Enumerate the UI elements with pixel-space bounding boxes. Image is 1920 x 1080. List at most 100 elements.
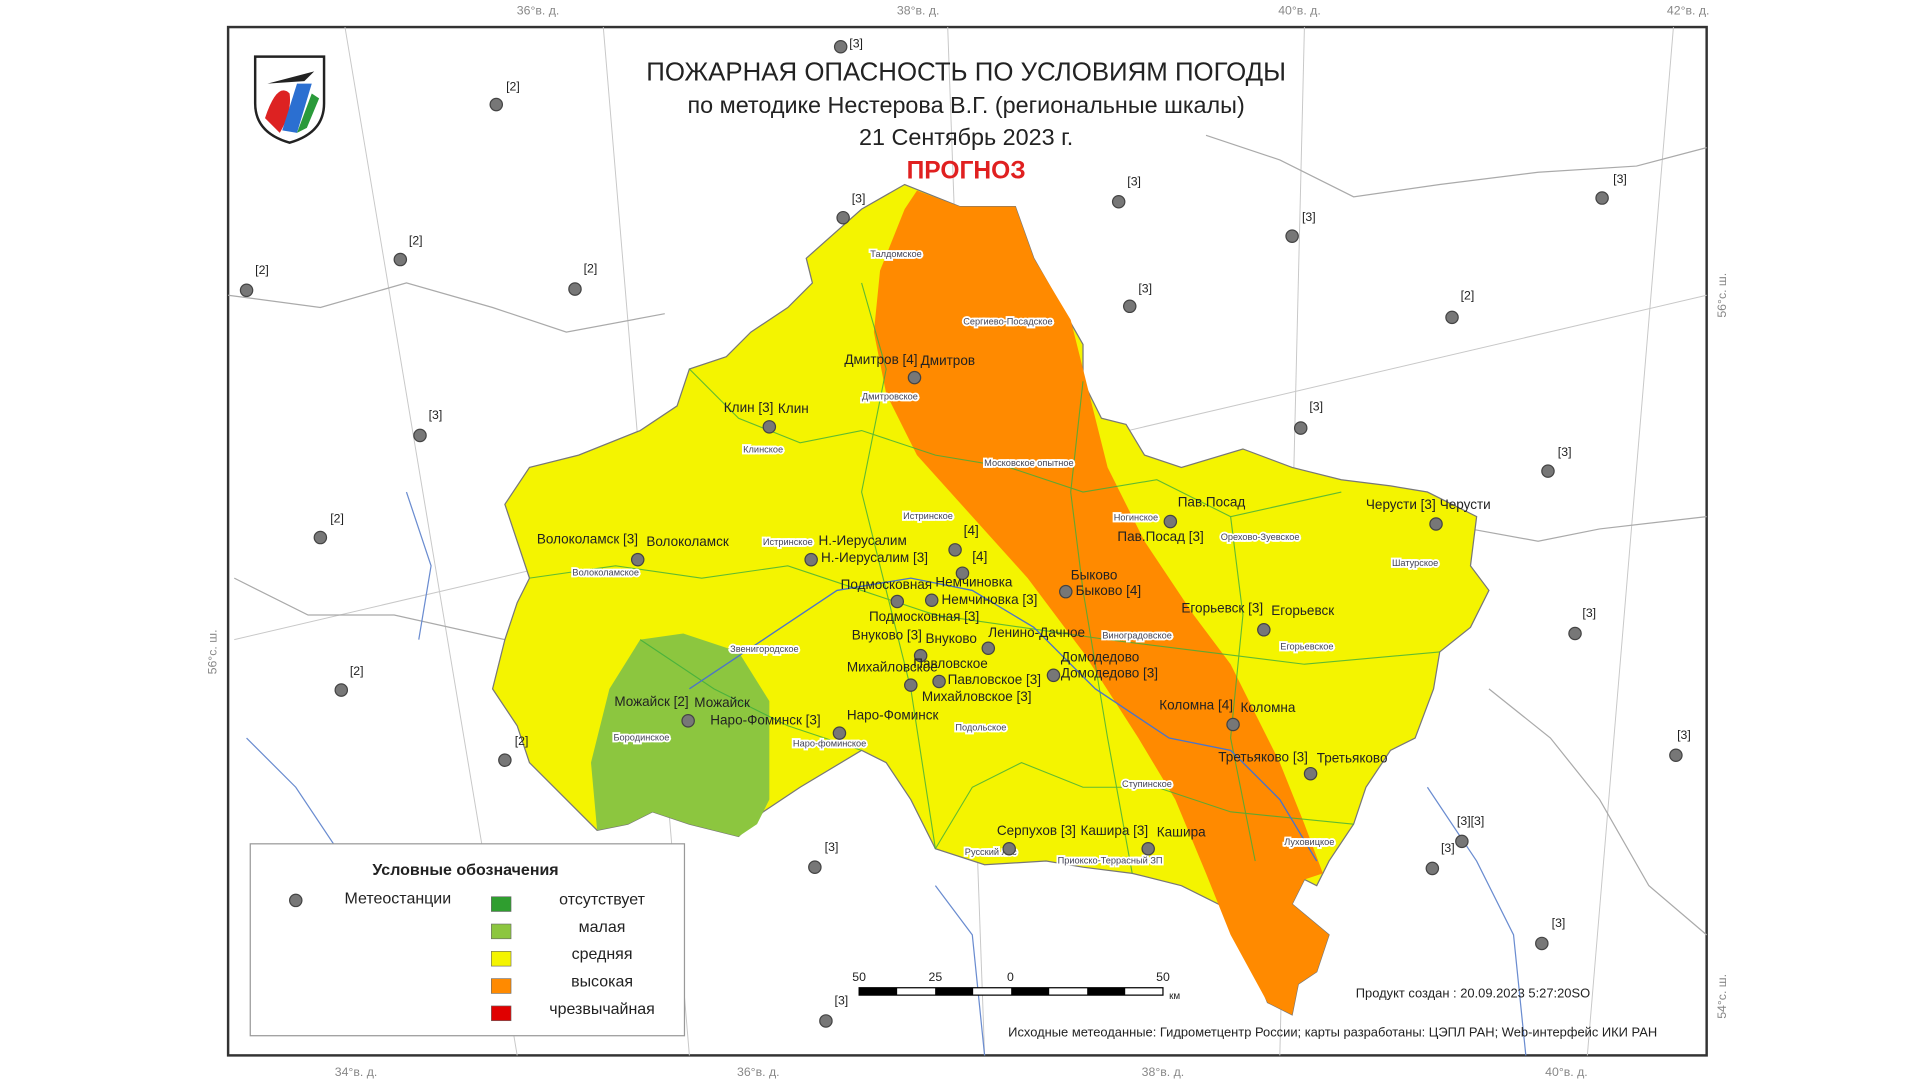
district-label: Клинское <box>743 445 783 455</box>
station-dot <box>1303 766 1318 781</box>
district-label: Шатурское <box>1392 558 1438 568</box>
station-label: Павловское [3] <box>948 672 1041 687</box>
district-label: Наро-фоминское <box>793 739 866 749</box>
station-label: Кашира <box>1157 824 1206 839</box>
scale-label: 50 <box>1156 970 1170 984</box>
district-label: Орехово-Зуевское <box>1221 532 1300 542</box>
station-dot <box>1568 626 1582 641</box>
created: Продукт создан : 20.09.2023 5:27:20SO <box>1356 985 1590 1000</box>
district-label: Звенигородское <box>730 644 798 654</box>
subtitle: по методике Нестерова В.Г. (региональные… <box>688 92 1245 118</box>
station-label: Михайловское <box>847 660 938 675</box>
station-label: Черусти <box>1440 497 1491 512</box>
station-label: [4] <box>972 549 987 564</box>
outer-rating: [2] <box>409 233 423 247</box>
outer-rating: [3] <box>825 840 839 854</box>
station-dot <box>762 420 777 434</box>
station-dot <box>498 753 512 767</box>
station-dot <box>1669 748 1683 763</box>
legend-station-dot <box>288 893 303 908</box>
station-dot <box>1163 514 1178 529</box>
legend-swatch <box>491 923 512 940</box>
station-dot <box>630 552 645 567</box>
district-label: Истринское <box>903 511 953 521</box>
district-label: Приокско-Террасный ЗП <box>1058 855 1163 865</box>
logo <box>253 55 326 144</box>
station-dot <box>833 39 848 54</box>
station-dot <box>890 594 905 609</box>
station-dot <box>832 726 847 740</box>
station-label: [4] <box>964 523 979 538</box>
station-label: Внуково <box>926 631 977 646</box>
station-label: Кашира [3] <box>1081 823 1149 838</box>
outer-rating: [3] <box>1677 728 1691 742</box>
map-labels: Талдомское Сергиево-Посадское Дмитровское К… <box>206 3 1729 1079</box>
scale-bar-segment <box>935 987 974 996</box>
outer-rating: [3] <box>1309 399 1323 413</box>
outer-rating: [3] <box>1552 916 1566 930</box>
scale-bar-segment <box>859 987 898 996</box>
station-dot <box>413 428 427 443</box>
legend-label: отсутствует <box>559 892 645 909</box>
station-label: Волоколамск <box>646 534 729 549</box>
legend-box <box>249 843 686 1037</box>
station-label: Клин [3] <box>724 400 774 415</box>
station-label: Клин <box>778 401 809 416</box>
station-dot <box>1541 464 1555 478</box>
coord-label: 34°в. д. <box>335 1065 378 1079</box>
station-dot <box>836 210 850 225</box>
station-dot <box>239 283 254 298</box>
station-label: Дмитров <box>921 353 975 368</box>
outer-rating: [3] <box>849 37 863 51</box>
coord-label: 38°в. д. <box>1142 1065 1185 1079</box>
scale-label: 25 <box>929 970 943 984</box>
date: 21 Сентябрь 2023 г. <box>859 124 1073 150</box>
station-dot <box>1059 584 1073 599</box>
outer-rating: [2] <box>330 511 344 525</box>
outer-rating: [2] <box>1461 289 1475 303</box>
admin-borders <box>228 134 1708 936</box>
district-label: Ногинское <box>1114 512 1158 522</box>
station-dot <box>1046 668 1061 683</box>
outer-rating: [3] <box>1138 281 1152 295</box>
station-dot <box>1293 421 1308 435</box>
district-label: Истринское <box>763 537 813 547</box>
legend-swatch <box>491 978 512 994</box>
legend-swatch <box>491 951 512 967</box>
legend: Условные обозначения Метеостанции отсутс… <box>249 843 686 1037</box>
station-label: Н.-Иерусалим [3] <box>821 550 928 565</box>
station-dot <box>1535 936 1549 951</box>
station-dot <box>819 1014 833 1028</box>
region-high <box>873 190 1330 1015</box>
station-label: Быково <box>1071 567 1118 582</box>
legend-title: Условные обозначения <box>372 862 558 879</box>
station-dot <box>1122 299 1137 314</box>
station-label: Коломна [4] <box>1159 698 1233 713</box>
legend-items: отсутствует малая средняя высокая чрезвычайн… <box>491 892 655 1022</box>
station-label: Подмосковная [3] <box>869 609 979 624</box>
station-dot <box>1445 310 1459 325</box>
legend-swatch <box>491 896 512 912</box>
station-label: Пав.Посад <box>1178 495 1246 510</box>
station-dot <box>1455 834 1469 849</box>
district-label: Дмитровское <box>862 392 918 402</box>
outer-rating: [3] <box>1558 445 1572 459</box>
district-label: Бородинское <box>613 732 669 742</box>
station-label: Михайловское [3] <box>922 689 1032 704</box>
forecast: ПРОГНОЗ <box>907 158 1026 185</box>
station-dot <box>1002 841 1016 856</box>
station-dot <box>1111 194 1126 209</box>
region-low <box>590 633 770 837</box>
district-label: Подольское <box>955 723 1006 733</box>
district-label: Сергиево-Посадское <box>963 317 1052 327</box>
station-dot <box>313 530 328 545</box>
station-label: Третьяково [3] <box>1218 749 1308 764</box>
legend-station: Метеостанции <box>345 890 452 907</box>
coord-label: 36°в. д. <box>517 3 560 17</box>
outer-rating: [3] <box>852 192 866 206</box>
outer-rating: [3] <box>1302 210 1316 224</box>
outer-rating: [3] <box>1441 841 1455 855</box>
legend-label: малая <box>579 919 626 936</box>
station-dot <box>1257 623 1271 637</box>
outer-rating: [3] <box>429 408 443 422</box>
